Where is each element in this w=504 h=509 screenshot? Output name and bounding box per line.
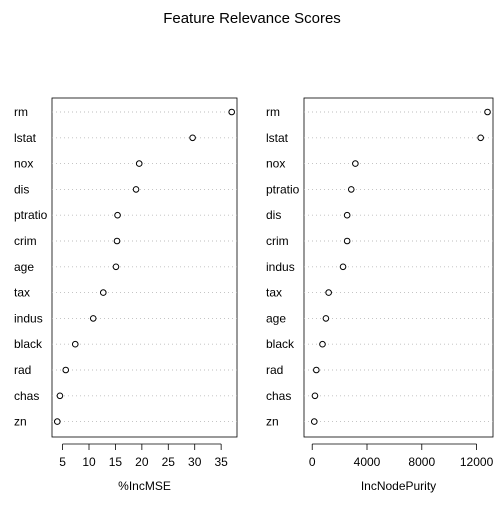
data-point: [112, 263, 120, 271]
category-label: indus: [14, 311, 43, 325]
data-point: [484, 108, 491, 116]
x-tick-label: 30: [188, 455, 202, 469]
category-label: chas: [14, 389, 39, 403]
category-label: tax: [266, 286, 282, 300]
category-label: indus: [266, 260, 295, 274]
data-point: [99, 289, 107, 296]
category-label: crim: [266, 234, 289, 248]
category-label: tax: [14, 286, 30, 300]
data-point: [311, 392, 319, 400]
category-label: rad: [14, 363, 31, 377]
category-label: rm: [14, 105, 28, 119]
data-point: [113, 237, 121, 245]
x-tick-label: 15: [109, 455, 123, 469]
x-tick-label: 0: [309, 455, 316, 469]
data-point: [347, 186, 355, 193]
data-point: [62, 366, 70, 374]
data-point: [325, 289, 332, 296]
category-label: zn: [266, 415, 279, 429]
category-label: black: [266, 337, 295, 351]
data-point: [343, 211, 351, 219]
category-label: age: [266, 311, 286, 325]
category-label: chas: [266, 389, 291, 403]
data-point: [313, 366, 320, 374]
x-tick-label: 5: [59, 455, 66, 469]
x-axis-label: %IncMSE: [118, 479, 171, 493]
x-tick-label: 25: [162, 455, 176, 469]
data-point: [189, 134, 196, 142]
data-point: [352, 160, 359, 167]
data-point: [56, 392, 64, 400]
x-tick-label: 10: [82, 455, 96, 469]
data-point: [228, 108, 236, 116]
plot-frame: [303, 97, 494, 438]
category-label: rad: [266, 363, 283, 377]
data-point: [135, 160, 143, 167]
data-point: [114, 211, 121, 219]
data-point: [339, 263, 347, 271]
data-point: [53, 418, 61, 425]
x-tick-label: 4000: [354, 455, 381, 469]
data-point: [477, 134, 484, 142]
category-label: dis: [266, 208, 281, 222]
x-tick-label: 20: [135, 455, 149, 469]
plot-frame: [51, 97, 238, 438]
category-label: lstat: [14, 131, 37, 145]
data-point: [343, 237, 351, 245]
data-point: [132, 186, 140, 193]
category-label: ptratio: [14, 208, 48, 222]
chart-title: Feature Relevance Scores: [163, 10, 341, 27]
x-tick-label: 12000: [460, 455, 494, 469]
category-label: zn: [14, 415, 27, 429]
x-tick-label: 35: [214, 455, 228, 469]
category-label: crim: [14, 234, 37, 248]
category-label: lstat: [266, 131, 289, 145]
x-tick-label: 8000: [408, 455, 435, 469]
category-label: dis: [14, 182, 29, 196]
data-point: [319, 340, 326, 348]
data-point: [71, 340, 79, 348]
category-label: nox: [14, 157, 33, 171]
data-point: [322, 315, 330, 322]
data-point: [89, 315, 97, 322]
category-label: black: [14, 337, 43, 351]
category-label: rm: [266, 105, 280, 119]
data-point: [310, 418, 318, 425]
x-axis-label: IncNodePurity: [361, 479, 436, 493]
category-label: ptratio: [266, 182, 300, 196]
category-label: nox: [266, 157, 285, 171]
category-label: age: [14, 260, 34, 274]
